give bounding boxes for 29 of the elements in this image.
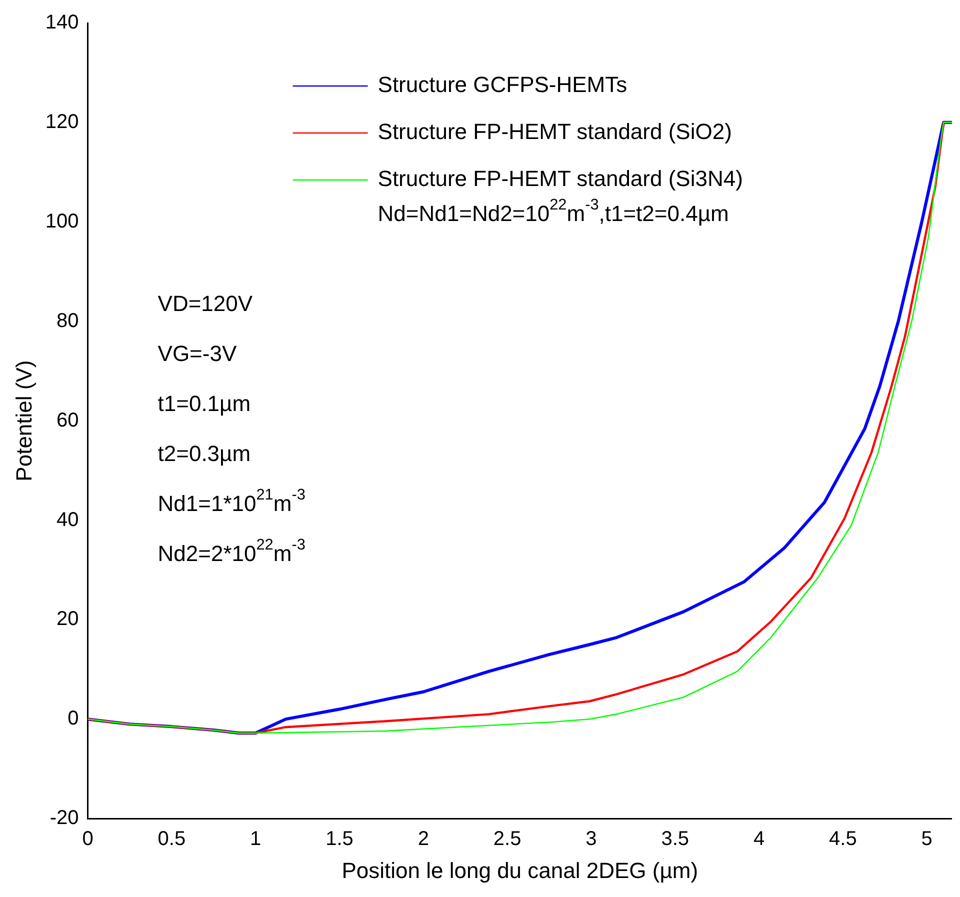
x-tick-label: 1.5 (326, 828, 354, 850)
y-tick-label: 20 (56, 608, 79, 630)
x-tick-label: 4.5 (829, 828, 857, 850)
y-tick-label: 140 (45, 12, 79, 34)
annotation: t1=0.1µm (158, 391, 251, 416)
y-tick-label: 120 (45, 110, 79, 133)
annotation: VG=-3V (158, 341, 237, 366)
y-tick-label: 60 (56, 409, 79, 432)
x-tick-label: 3 (586, 828, 597, 850)
x-tick-label: 2.5 (493, 828, 522, 850)
x-axis-title: Position le long du canal 2DEG (µm) (342, 858, 698, 883)
y-tick-label: 0 (68, 708, 79, 730)
x-tick-label: 3.5 (661, 828, 690, 850)
legend-label: Structure GCFPS-HEMTs (378, 72, 628, 98)
y-tick-label: 100 (45, 210, 79, 232)
x-tick-label: 0 (82, 828, 94, 850)
legend-label: Structure FP-HEMT standard (Si3N4) (378, 166, 743, 192)
annotation: VD=120V (158, 291, 253, 316)
x-tick-label: 4 (753, 828, 765, 850)
y-axis-title: Potentiel (V) (11, 360, 36, 482)
annotation: t2=0.3µm (158, 441, 251, 466)
y-tick-label: 40 (56, 508, 79, 531)
y-tick-label: -20 (50, 807, 79, 830)
legend-label: Structure FP-HEMT standard (SiO2) (378, 119, 732, 144)
x-tick-label: 2 (418, 828, 429, 850)
x-tick-label: 1 (250, 828, 262, 850)
y-tick-label: 80 (56, 310, 79, 332)
x-tick-label: 0.5 (158, 828, 186, 850)
x-tick-label: 5 (921, 828, 932, 850)
